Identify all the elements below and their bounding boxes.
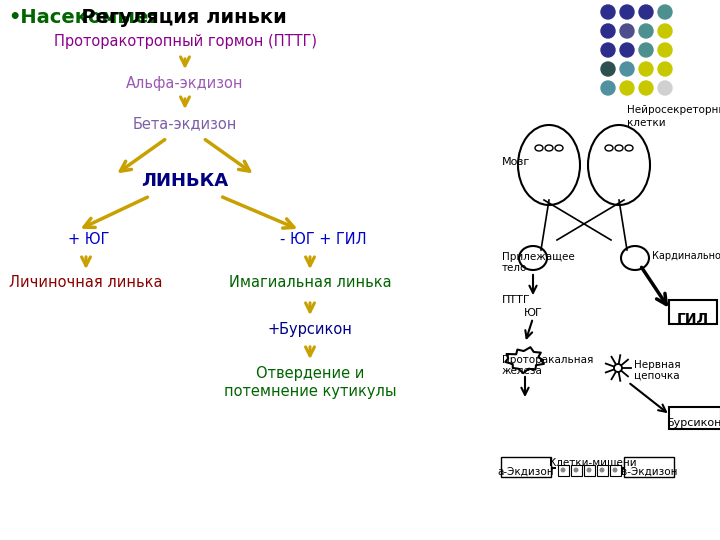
Circle shape: [574, 468, 578, 472]
Text: +Бурсикон: +Бурсикон: [268, 322, 352, 337]
Circle shape: [560, 468, 565, 472]
Text: + ЮГ: + ЮГ: [68, 232, 109, 247]
Text: Регуляция линьки: Регуляция линьки: [68, 8, 287, 27]
FancyBboxPatch shape: [610, 464, 621, 476]
Text: Проторакальная: Проторакальная: [502, 355, 593, 365]
Circle shape: [639, 43, 653, 57]
Circle shape: [600, 468, 605, 472]
Text: а-Экдизон: а-Экдизон: [498, 467, 554, 477]
Text: Нервная: Нервная: [634, 360, 680, 370]
FancyBboxPatch shape: [596, 464, 608, 476]
Circle shape: [658, 5, 672, 19]
Text: в-Экдизон: в-Экдизон: [621, 467, 678, 477]
Circle shape: [620, 43, 634, 57]
Circle shape: [639, 62, 653, 76]
Text: ЛИНЬКА: ЛИНЬКА: [141, 172, 228, 190]
FancyBboxPatch shape: [583, 464, 595, 476]
Circle shape: [658, 24, 672, 38]
Text: Бета-экдизон: Бета-экдизон: [132, 116, 237, 131]
Text: Нейросекреторные: Нейросекреторные: [627, 105, 720, 115]
Circle shape: [587, 468, 592, 472]
Circle shape: [639, 24, 653, 38]
Circle shape: [601, 43, 615, 57]
Text: Альфа-экдизон: Альфа-экдизон: [126, 76, 244, 91]
Text: •Насекомые:: •Насекомые:: [8, 8, 156, 27]
FancyBboxPatch shape: [570, 464, 582, 476]
Text: клетки: клетки: [627, 118, 665, 128]
Text: тело: тело: [502, 263, 527, 273]
Circle shape: [601, 24, 615, 38]
Circle shape: [620, 81, 634, 95]
Text: Кардинальное тело: Кардинальное тело: [652, 251, 720, 261]
Text: Мозг: Мозг: [502, 157, 530, 167]
Text: потемнение кутикулы: потемнение кутикулы: [224, 384, 396, 399]
FancyBboxPatch shape: [669, 300, 717, 324]
Text: ГИЛ: ГИЛ: [677, 312, 709, 326]
FancyBboxPatch shape: [557, 464, 569, 476]
Circle shape: [620, 24, 634, 38]
Text: ЮГ: ЮГ: [523, 308, 542, 318]
Text: Личиночная линька: Личиночная линька: [9, 275, 163, 290]
FancyBboxPatch shape: [624, 457, 674, 477]
Circle shape: [601, 62, 615, 76]
FancyBboxPatch shape: [669, 407, 720, 429]
Circle shape: [613, 468, 618, 472]
Circle shape: [614, 364, 622, 372]
Circle shape: [658, 43, 672, 57]
Circle shape: [658, 62, 672, 76]
Text: Бурсикон: Бурсикон: [667, 418, 720, 428]
Circle shape: [601, 81, 615, 95]
Text: Имагиальная линька: Имагиальная линька: [229, 275, 391, 290]
Text: Прилежащее: Прилежащее: [502, 252, 575, 262]
FancyBboxPatch shape: [501, 457, 551, 477]
Circle shape: [620, 5, 634, 19]
Circle shape: [639, 81, 653, 95]
Circle shape: [601, 5, 615, 19]
Circle shape: [639, 5, 653, 19]
Text: ПТТГ: ПТТГ: [502, 295, 531, 305]
Text: - ЮГ + ГИЛ: - ЮГ + ГИЛ: [280, 232, 366, 247]
Circle shape: [620, 62, 634, 76]
Text: железа: железа: [502, 366, 543, 376]
Text: Проторакотропный гормон (ПТТГ): Проторакотропный гормон (ПТТГ): [53, 34, 317, 49]
Circle shape: [658, 81, 672, 95]
Text: Отвердение и: Отвердение и: [256, 366, 364, 381]
Text: цепочка: цепочка: [634, 371, 680, 381]
Text: Клетки-мишени: Клетки-мишени: [549, 458, 636, 468]
